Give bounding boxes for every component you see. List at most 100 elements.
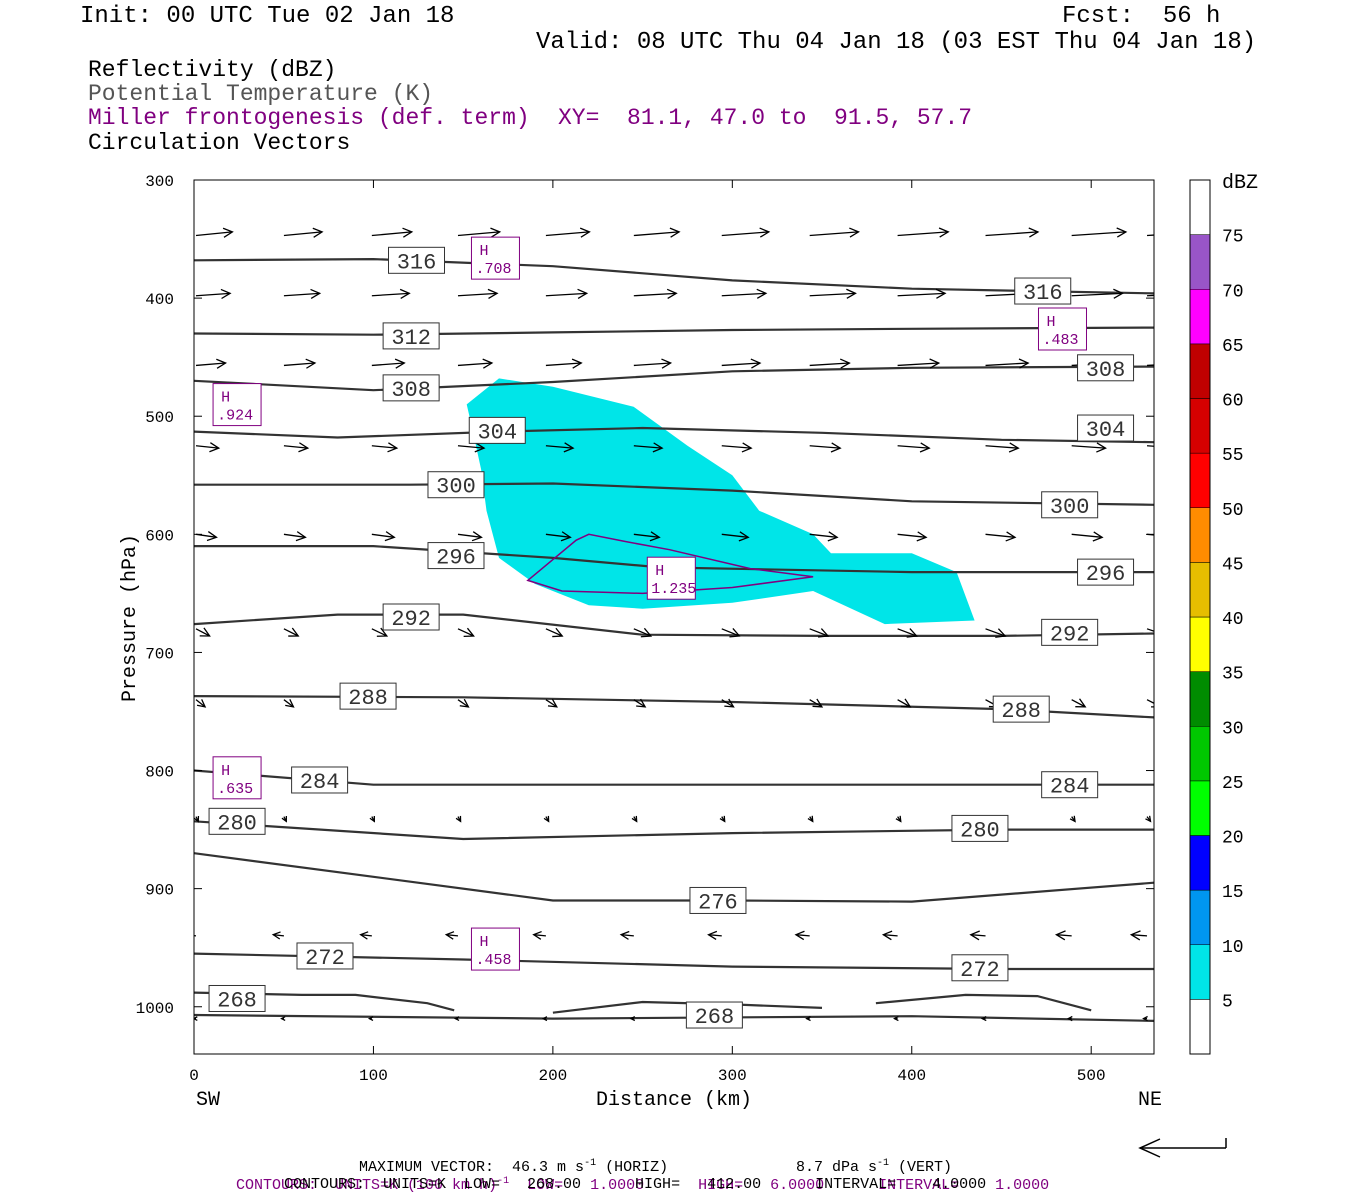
colorbar-frame xyxy=(1189,179,1211,1055)
theta-label: 296 xyxy=(436,546,476,571)
vector-head xyxy=(1142,1015,1148,1022)
sw-end-label: SW xyxy=(196,1089,220,1112)
vector-shaft xyxy=(809,699,823,708)
vector-head xyxy=(310,288,322,300)
circulation-vector xyxy=(195,227,234,238)
contour-labels: 316 316 312 308 308 304 304 300 300 296 296 292 292 2… xyxy=(208,246,1135,1030)
vector-head xyxy=(571,358,583,369)
theta-label-box xyxy=(339,682,397,710)
y-tick-label: 300 xyxy=(145,173,174,191)
vector-head xyxy=(359,931,369,940)
theta-contour-268 xyxy=(194,991,455,1012)
high-marker: H.708 xyxy=(470,236,520,280)
vector-shaft xyxy=(985,628,1006,637)
y-tick-label: 600 xyxy=(145,527,174,545)
theta-label-box xyxy=(951,814,1009,842)
max-vector-vert: 8.7 dPa s-1 (VERT) xyxy=(796,1158,953,1176)
circulation-vector xyxy=(985,358,1030,369)
vector-shaft xyxy=(283,231,323,237)
circulation-vector xyxy=(1071,227,1128,238)
vector-shaft xyxy=(545,445,574,449)
theta-label-box xyxy=(291,766,349,794)
vector-shaft xyxy=(545,699,558,708)
circulation-vector xyxy=(897,628,918,638)
circulation-vectors xyxy=(186,227,1154,1022)
colorbar-title: dBZ xyxy=(1222,172,1258,195)
circulation-vector xyxy=(895,815,902,823)
vector-shaft xyxy=(195,292,231,297)
vector-head xyxy=(756,288,768,299)
colorbar-bin-5 xyxy=(1189,944,1211,1000)
vector-head xyxy=(281,815,288,823)
vector-shaft xyxy=(545,533,571,538)
colorbar-bin-30 xyxy=(1189,671,1211,727)
legend-theta: Potential Temperature (K) xyxy=(88,81,434,107)
high-marker-value: 1.235 xyxy=(651,581,696,598)
vector-head xyxy=(669,227,681,238)
y-axis-label: Pressure (hPa) xyxy=(119,534,142,702)
colorbar-label: 45 xyxy=(1222,555,1244,575)
vector-head xyxy=(619,930,630,940)
vector-head xyxy=(206,531,218,542)
vector-head xyxy=(298,442,310,453)
vector-shaft xyxy=(883,934,898,937)
theta-label: 304 xyxy=(1086,418,1126,443)
vector-head xyxy=(1066,1015,1073,1022)
vector-shaft xyxy=(195,231,233,237)
colorbar-label: 25 xyxy=(1222,774,1244,794)
circulation-vector xyxy=(545,288,589,299)
circulation-vector xyxy=(283,358,317,369)
theta-contour-272 xyxy=(194,952,1154,971)
vector-shaft xyxy=(195,628,210,637)
theta-label: 272 xyxy=(960,958,1000,983)
vector-head xyxy=(295,531,307,542)
vector-head xyxy=(980,1015,987,1022)
theta-label-box xyxy=(468,416,526,444)
vector-shaft xyxy=(621,934,634,937)
x-tick-label: 300 xyxy=(718,1067,747,1085)
vector-head xyxy=(474,442,486,453)
vector-shaft xyxy=(795,934,810,937)
circulation-vector xyxy=(195,442,221,453)
circulation-vector xyxy=(897,288,947,299)
vector-head xyxy=(186,932,193,939)
vector-head xyxy=(196,699,207,708)
circulation-vector xyxy=(457,227,502,238)
theta-label: 268 xyxy=(695,1005,735,1030)
circulation-vector xyxy=(809,358,851,369)
colorbar-bin-75 xyxy=(1189,179,1211,235)
theta-label: 292 xyxy=(391,607,431,632)
high-marker: H.924 xyxy=(212,383,262,427)
theta-label-box xyxy=(382,322,440,350)
high-marker-letter: H xyxy=(1046,314,1055,331)
circulation-vector xyxy=(809,698,824,708)
circulation-vector xyxy=(545,531,572,542)
vector-shaft xyxy=(633,628,652,637)
vector-head xyxy=(631,815,638,823)
theta-label: 300 xyxy=(1050,495,1090,520)
vector-head xyxy=(490,227,502,238)
circulation-vector xyxy=(633,288,678,299)
vector-head xyxy=(532,930,542,940)
colorbar-label: 10 xyxy=(1222,938,1244,958)
theta-label: 272 xyxy=(305,946,345,971)
theta-contour-296 xyxy=(194,544,1154,574)
theta-label-box xyxy=(427,471,485,499)
vector-shaft xyxy=(371,231,412,237)
circulation-vector xyxy=(195,358,228,369)
max-vector-horiz: MAXIMUM VECTOR: 46.3 m s-1 (HORIZ) xyxy=(359,1158,669,1176)
init-time: Init: 00 UTC Tue 02 Jan 18 xyxy=(80,3,455,30)
theta-label: 312 xyxy=(391,326,431,351)
reflectivity-5dbz-area xyxy=(466,378,975,625)
theta-label: 268 xyxy=(217,988,257,1013)
vector-shaft xyxy=(457,445,485,449)
circulation-vector xyxy=(271,931,284,940)
vector-shaft xyxy=(545,231,590,237)
legend-xy-coordinates: XY= 81.1, 47.0 to 91.5, 57.7 xyxy=(558,105,973,131)
vector-head xyxy=(640,627,653,638)
circulation-vector xyxy=(369,815,376,823)
purple-contour-info: CONTOURS: UNITS=K (100 km h)-1 LOW= 1.00… xyxy=(236,1176,1050,1194)
vector-shaft xyxy=(457,533,482,538)
circulation-vector xyxy=(721,531,750,542)
